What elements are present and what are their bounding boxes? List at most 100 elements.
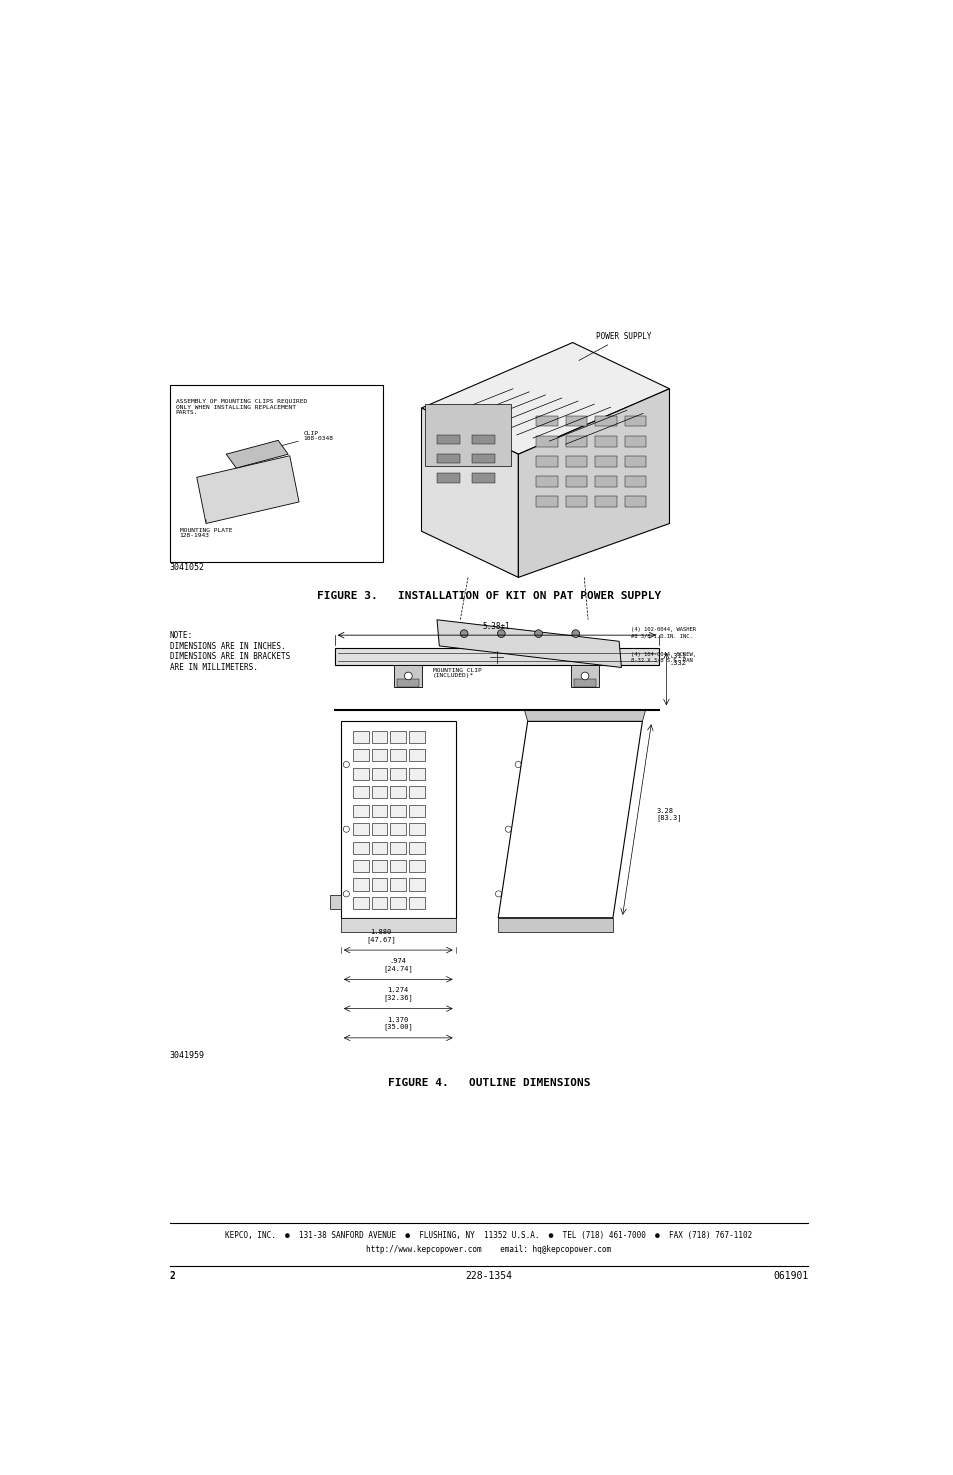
Bar: [372, 879, 387, 891]
Bar: [409, 823, 424, 835]
Polygon shape: [598, 776, 615, 786]
Bar: [353, 804, 369, 817]
Polygon shape: [509, 895, 526, 907]
Text: MOUNTING PLATE
128-1943: MOUNTING PLATE 128-1943: [179, 519, 232, 538]
Bar: [397, 678, 418, 687]
Bar: [394, 665, 422, 687]
Text: 3.28
[83.3]: 3.28 [83.3]: [656, 808, 681, 822]
Bar: [536, 416, 558, 426]
Polygon shape: [525, 795, 542, 807]
Bar: [353, 730, 369, 743]
Text: 2: 2: [170, 1271, 175, 1280]
Polygon shape: [604, 735, 621, 746]
Circle shape: [580, 673, 588, 680]
Bar: [372, 804, 387, 817]
Bar: [390, 730, 406, 743]
Polygon shape: [528, 776, 545, 786]
Bar: [170, 385, 382, 562]
Polygon shape: [558, 875, 576, 886]
Polygon shape: [421, 342, 669, 454]
Bar: [595, 476, 617, 487]
Bar: [353, 786, 369, 798]
Bar: [353, 879, 369, 891]
Polygon shape: [524, 711, 645, 721]
Circle shape: [505, 826, 511, 832]
Text: KEPCO, INC.  ●  131-38 SANFORD AVENUE  ●  FLUSHING, NY  11352 U.S.A.  ●  TEL (71: KEPCO, INC. ● 131-38 SANFORD AVENUE ● FL…: [225, 1232, 752, 1240]
Bar: [372, 749, 387, 761]
Bar: [372, 860, 387, 872]
Bar: [353, 860, 369, 872]
Polygon shape: [497, 721, 641, 917]
Bar: [472, 473, 495, 482]
Circle shape: [343, 826, 349, 832]
Polygon shape: [548, 795, 565, 807]
Text: 1.880
[47.67]: 1.880 [47.67]: [366, 929, 395, 943]
Polygon shape: [568, 816, 585, 827]
Bar: [353, 767, 369, 780]
Bar: [536, 435, 558, 447]
Text: .974
[24.74]: .974 [24.74]: [383, 959, 413, 972]
Bar: [372, 730, 387, 743]
Circle shape: [515, 761, 520, 767]
Polygon shape: [517, 389, 669, 577]
Bar: [595, 456, 617, 466]
Bar: [595, 435, 617, 447]
Bar: [409, 749, 424, 761]
Polygon shape: [538, 855, 556, 867]
Bar: [409, 860, 424, 872]
Text: MOUNTING CLIP
(INCLUDED)*: MOUNTING CLIP (INCLUDED)*: [433, 668, 481, 679]
Polygon shape: [592, 816, 609, 827]
Bar: [624, 476, 645, 487]
Circle shape: [534, 630, 542, 637]
Polygon shape: [532, 895, 549, 907]
Bar: [390, 860, 406, 872]
Text: POWER SUPPLY: POWER SUPPLY: [578, 332, 651, 360]
Polygon shape: [196, 456, 298, 524]
Polygon shape: [226, 441, 288, 468]
Bar: [472, 454, 495, 463]
Polygon shape: [541, 835, 558, 847]
Bar: [353, 823, 369, 835]
Bar: [472, 435, 495, 444]
Text: .311
.332: .311 .332: [669, 652, 686, 665]
Bar: [436, 473, 459, 482]
Polygon shape: [601, 755, 618, 767]
Text: CLIP
108-0348: CLIP 108-0348: [280, 431, 334, 445]
Bar: [536, 476, 558, 487]
Bar: [353, 749, 369, 761]
Bar: [390, 879, 406, 891]
Bar: [409, 730, 424, 743]
Bar: [436, 454, 459, 463]
Bar: [409, 842, 424, 854]
Bar: [340, 917, 456, 932]
Bar: [624, 416, 645, 426]
Circle shape: [495, 891, 501, 897]
Polygon shape: [565, 835, 582, 847]
Polygon shape: [436, 620, 620, 668]
Polygon shape: [578, 755, 595, 767]
Circle shape: [571, 630, 579, 637]
Polygon shape: [595, 795, 612, 807]
Bar: [624, 496, 645, 506]
Polygon shape: [532, 755, 549, 767]
Circle shape: [404, 673, 412, 680]
Polygon shape: [545, 816, 562, 827]
Polygon shape: [578, 895, 596, 907]
Polygon shape: [572, 795, 589, 807]
Polygon shape: [536, 875, 552, 886]
Text: 061901: 061901: [772, 1271, 807, 1280]
Bar: [390, 786, 406, 798]
Circle shape: [343, 761, 349, 767]
Polygon shape: [522, 816, 538, 827]
Bar: [409, 897, 424, 909]
Bar: [536, 456, 558, 466]
Bar: [390, 897, 406, 909]
Bar: [335, 648, 658, 665]
Polygon shape: [535, 735, 552, 746]
Bar: [565, 435, 587, 447]
Polygon shape: [518, 835, 536, 847]
Text: ASSEMBLY OF MOUNTING CLIPS REQUIRED
ONLY WHEN INSTALLING REPLACEMENT
PARTS.: ASSEMBLY OF MOUNTING CLIPS REQUIRED ONLY…: [175, 398, 307, 416]
Text: 3041959: 3041959: [170, 1050, 204, 1061]
Polygon shape: [588, 835, 605, 847]
Text: FIGURE 3.   INSTALLATION OF KIT ON PAT POWER SUPPLY: FIGURE 3. INSTALLATION OF KIT ON PAT POW…: [316, 591, 660, 600]
